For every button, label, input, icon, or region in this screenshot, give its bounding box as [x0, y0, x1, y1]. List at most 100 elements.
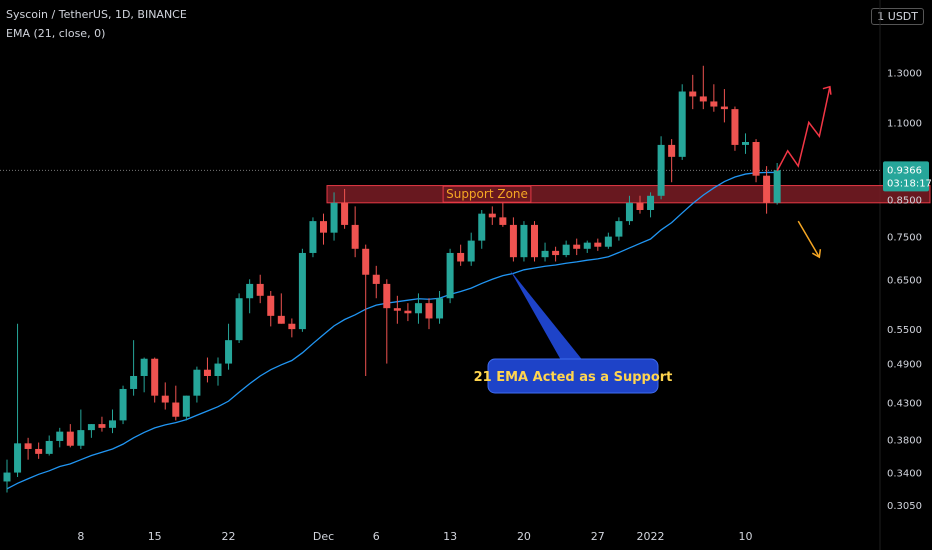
x-tick-label: 20	[517, 530, 531, 543]
y-tick-label: 0.7500	[887, 233, 922, 244]
candle-body[interactable]	[330, 202, 338, 233]
x-tick-label: 6	[373, 530, 380, 543]
candle-body[interactable]	[488, 213, 496, 218]
candle-body[interactable]	[256, 283, 264, 296]
candle-body[interactable]	[362, 248, 370, 275]
candle-body[interactable]	[130, 375, 138, 389]
candle-body[interactable]	[98, 424, 106, 428]
candle-body[interactable]	[478, 213, 486, 241]
candle-body[interactable]	[689, 91, 697, 97]
candle-body[interactable]	[604, 236, 612, 247]
candle-body[interactable]	[3, 472, 11, 482]
support-zone-label: Support Zone	[446, 187, 528, 201]
candle-body[interactable]	[436, 298, 444, 319]
candle-body[interactable]	[446, 252, 454, 299]
candle-body[interactable]	[583, 242, 591, 249]
candle-body[interactable]	[763, 175, 771, 203]
candle-body[interactable]	[393, 308, 401, 311]
candle-body[interactable]	[140, 358, 148, 376]
candle-body[interactable]	[372, 274, 380, 284]
candle-body[interactable]	[425, 303, 433, 319]
candle-body[interactable]	[731, 109, 739, 145]
candle-body[interactable]	[119, 388, 127, 421]
candle-body[interactable]	[182, 395, 190, 417]
candle-body[interactable]	[520, 224, 528, 258]
candle-body[interactable]	[56, 431, 64, 441]
indicator-legend: EMA (21, close, 0)	[6, 27, 106, 40]
bearish-arrowhead	[811, 249, 822, 259]
candle-body[interactable]	[710, 101, 718, 107]
candle-body[interactable]	[752, 141, 760, 176]
candle-body[interactable]	[457, 252, 465, 262]
candle-body[interactable]	[225, 340, 233, 364]
candle-body[interactable]	[35, 448, 43, 454]
candle-body[interactable]	[267, 295, 275, 316]
candle-body[interactable]	[573, 244, 581, 249]
candle-body[interactable]	[298, 252, 306, 330]
candle-body[interactable]	[161, 395, 169, 403]
bullish-arrowhead	[822, 85, 832, 95]
candle-body[interactable]	[66, 431, 74, 446]
candle-body[interactable]	[636, 202, 644, 211]
callout-pointer	[510, 270, 584, 362]
ema-callout-text: 21 EMA Acted as a Support	[474, 370, 673, 385]
candle-body[interactable]	[77, 430, 85, 446]
ema-21-line	[6, 171, 778, 490]
y-tick-label: 1.1000	[887, 118, 922, 129]
x-tick-label: 22	[222, 530, 236, 543]
candle-countdown: 03:18:17	[887, 178, 932, 189]
candle-body[interactable]	[45, 440, 53, 454]
y-tick-label: 1.3000	[887, 69, 922, 80]
ema-callout-box[interactable]	[487, 358, 659, 394]
y-tick-label: 0.3400	[887, 469, 922, 480]
candle-body[interactable]	[109, 420, 116, 428]
y-tick-label: 0.4900	[887, 360, 922, 371]
candle-body[interactable]	[288, 323, 296, 330]
x-tick-label: 2022	[637, 530, 665, 543]
candle-body[interactable]	[657, 144, 665, 196]
candle-body[interactable]	[541, 250, 549, 258]
candle-body[interactable]	[383, 283, 391, 309]
candle-body[interactable]	[24, 443, 32, 449]
candle-body[interactable]	[625, 202, 633, 222]
candle-body[interactable]	[341, 202, 349, 225]
candle-body[interactable]	[467, 240, 475, 262]
candle-body[interactable]	[277, 315, 285, 324]
candle-body[interactable]	[509, 224, 517, 258]
bearish-projection-path[interactable]	[797, 220, 820, 258]
candle-body[interactable]	[668, 144, 676, 157]
candle-body[interactable]	[351, 224, 359, 249]
candle-body[interactable]	[193, 369, 201, 396]
candle-body[interactable]	[414, 303, 422, 314]
currency-unit-badge[interactable]: 1 USDT	[871, 8, 924, 25]
candle-body[interactable]	[151, 358, 159, 396]
candle-body[interactable]	[235, 298, 243, 341]
y-tick-label: 0.6500	[887, 275, 922, 286]
candle-body[interactable]	[594, 242, 602, 247]
candle-body[interactable]	[720, 106, 728, 110]
candle-body[interactable]	[562, 244, 570, 256]
candle-body[interactable]	[552, 250, 560, 256]
candle-body[interactable]	[647, 195, 655, 211]
candle-body[interactable]	[678, 91, 686, 157]
candle-body[interactable]	[320, 221, 327, 233]
x-tick-label: 27	[591, 530, 605, 543]
candle-body[interactable]	[203, 369, 211, 376]
candle-body[interactable]	[309, 221, 317, 253]
candle-body[interactable]	[773, 170, 781, 203]
candle-body[interactable]	[531, 224, 538, 258]
candle-body[interactable]	[172, 402, 180, 417]
candle-body[interactable]	[87, 424, 95, 431]
candle-body[interactable]	[742, 141, 749, 145]
candle-body[interactable]	[246, 283, 254, 299]
candle-body[interactable]	[699, 96, 707, 102]
candle-body[interactable]	[214, 363, 222, 376]
candle-body[interactable]	[14, 443, 22, 473]
support-zone-rect[interactable]	[326, 185, 931, 204]
symbol-title: Syscoin / TetherUS, 1D, BINANCE	[6, 8, 187, 21]
candle-body[interactable]	[404, 310, 412, 314]
candle-body[interactable]	[499, 217, 507, 225]
bullish-projection-path[interactable]	[776, 86, 831, 172]
candle-body[interactable]	[615, 221, 623, 237]
